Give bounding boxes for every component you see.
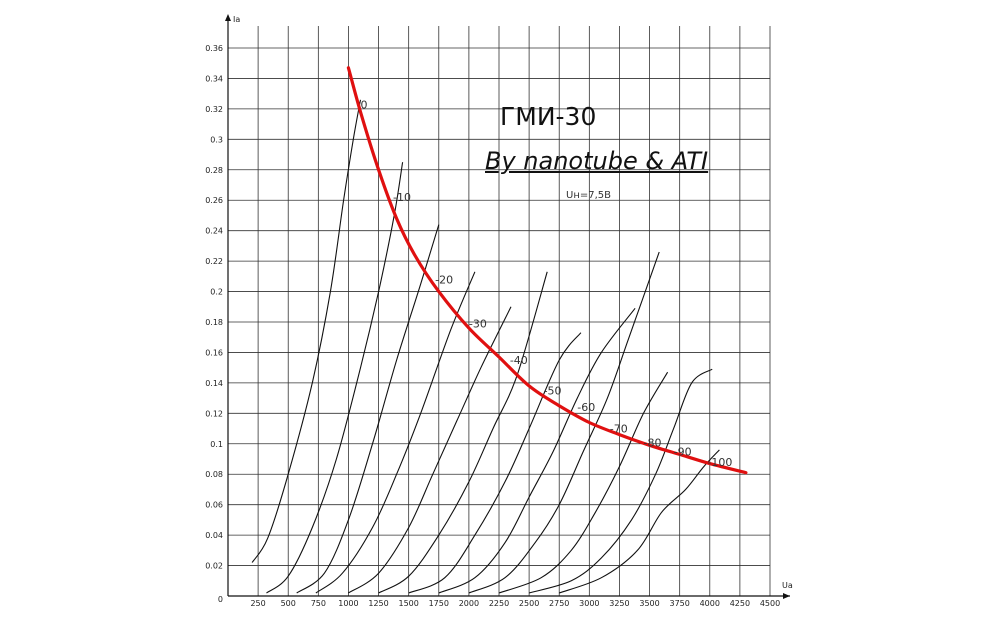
y-tick-label: 0.32 bbox=[205, 105, 223, 114]
series-line bbox=[315, 271, 476, 594]
curve-label: -80 bbox=[644, 436, 662, 449]
x-tick-label: 3750 bbox=[669, 599, 689, 608]
y-tick-label: 0.08 bbox=[205, 470, 223, 479]
x-tick-label: 1500 bbox=[398, 599, 418, 608]
curve-label: -50 bbox=[544, 385, 562, 398]
x-tick-label: 2250 bbox=[489, 599, 509, 608]
curve-label: 0 bbox=[360, 98, 367, 111]
x-tick-label: 1750 bbox=[429, 599, 449, 608]
series-line bbox=[528, 368, 713, 594]
curve-label: -10 bbox=[393, 191, 411, 204]
y-tick-label: 0.2 bbox=[210, 288, 223, 297]
y-tick-label: 0.04 bbox=[205, 531, 223, 540]
x-axis-arrow bbox=[783, 593, 790, 599]
curve-label: -20 bbox=[435, 273, 453, 286]
y-tick-label: 0.06 bbox=[205, 501, 223, 510]
y-tick-label: 0.3 bbox=[210, 135, 223, 144]
x-tick-label: 750 bbox=[311, 599, 326, 608]
series-line bbox=[559, 449, 720, 594]
curve-label: -30 bbox=[469, 318, 487, 331]
series-line bbox=[266, 162, 404, 594]
x-tick-label: 2750 bbox=[549, 599, 569, 608]
y-tick-label: 0.26 bbox=[205, 196, 223, 205]
curve-label: -90 bbox=[674, 445, 692, 458]
y-tick-label: 0.16 bbox=[205, 348, 223, 357]
curve-labels: 0 -10 -20 -30 -40 -50 -60 -70 -80 -90 -100 bbox=[360, 98, 732, 469]
series-line bbox=[378, 271, 548, 594]
curve-label: -70 bbox=[610, 423, 628, 436]
series-line bbox=[438, 307, 636, 594]
series-line bbox=[498, 371, 669, 594]
y-tick-label: 0.12 bbox=[205, 409, 223, 418]
x-tick-label: 1000 bbox=[338, 599, 358, 608]
y-axis-label: Ia bbox=[233, 15, 240, 24]
curve-label: -40 bbox=[510, 354, 528, 367]
x-tick-label: 3250 bbox=[609, 599, 629, 608]
grid bbox=[228, 26, 771, 596]
y-tick-label: 0.02 bbox=[205, 562, 223, 571]
curve-label: -100 bbox=[707, 456, 732, 469]
y-tick-label: 0 bbox=[218, 595, 223, 604]
series-line bbox=[408, 332, 582, 594]
chart-subtitle: By nanotube & ATI bbox=[485, 147, 709, 175]
y-tick-label: 0.36 bbox=[205, 44, 223, 53]
series-line bbox=[348, 306, 512, 594]
heater-voltage-note: Uн=7,5В bbox=[566, 190, 611, 201]
x-tick-labels: 250 500 750 1000 1250 1500 1750 2000 2250 2500 275… bbox=[250, 599, 780, 608]
grid-voltage-curves bbox=[251, 99, 720, 594]
x-tick-label: 3500 bbox=[639, 599, 659, 608]
chart-title: ГМИ-30 bbox=[500, 102, 597, 131]
x-tick-label: 2500 bbox=[519, 599, 539, 608]
series-line bbox=[296, 224, 440, 594]
axes bbox=[225, 14, 790, 599]
y-tick-label: 0.34 bbox=[205, 74, 223, 83]
x-tick-label: 4000 bbox=[700, 599, 720, 608]
y-tick-label: 0.1 bbox=[210, 440, 223, 449]
envelope-line bbox=[346, 66, 748, 475]
series-line bbox=[251, 99, 362, 563]
max-power-envelope bbox=[346, 66, 748, 475]
curve-label: -60 bbox=[577, 401, 595, 414]
y-tick-label: 0.24 bbox=[205, 227, 223, 236]
y-tick-labels: 0 0.02 0.04 0.06 0.08 0.1 0.12 0.14 0.16 0.18 0.2 0… bbox=[205, 44, 223, 604]
y-axis-arrow bbox=[225, 14, 231, 21]
x-tick-label: 4250 bbox=[730, 599, 750, 608]
x-tick-label: 2000 bbox=[459, 599, 479, 608]
x-tick-label: 500 bbox=[281, 599, 296, 608]
x-axis-label: Ua bbox=[782, 581, 793, 590]
x-tick-label: 4500 bbox=[760, 599, 780, 608]
x-tick-label: 3000 bbox=[579, 599, 599, 608]
y-tick-label: 0.22 bbox=[205, 257, 223, 266]
x-tick-label: 250 bbox=[250, 599, 265, 608]
x-tick-label: 1250 bbox=[368, 599, 388, 608]
y-tick-label: 0.28 bbox=[205, 166, 223, 175]
y-tick-label: 0.14 bbox=[205, 379, 223, 388]
series-line bbox=[468, 251, 660, 594]
y-tick-label: 0.18 bbox=[205, 318, 223, 327]
